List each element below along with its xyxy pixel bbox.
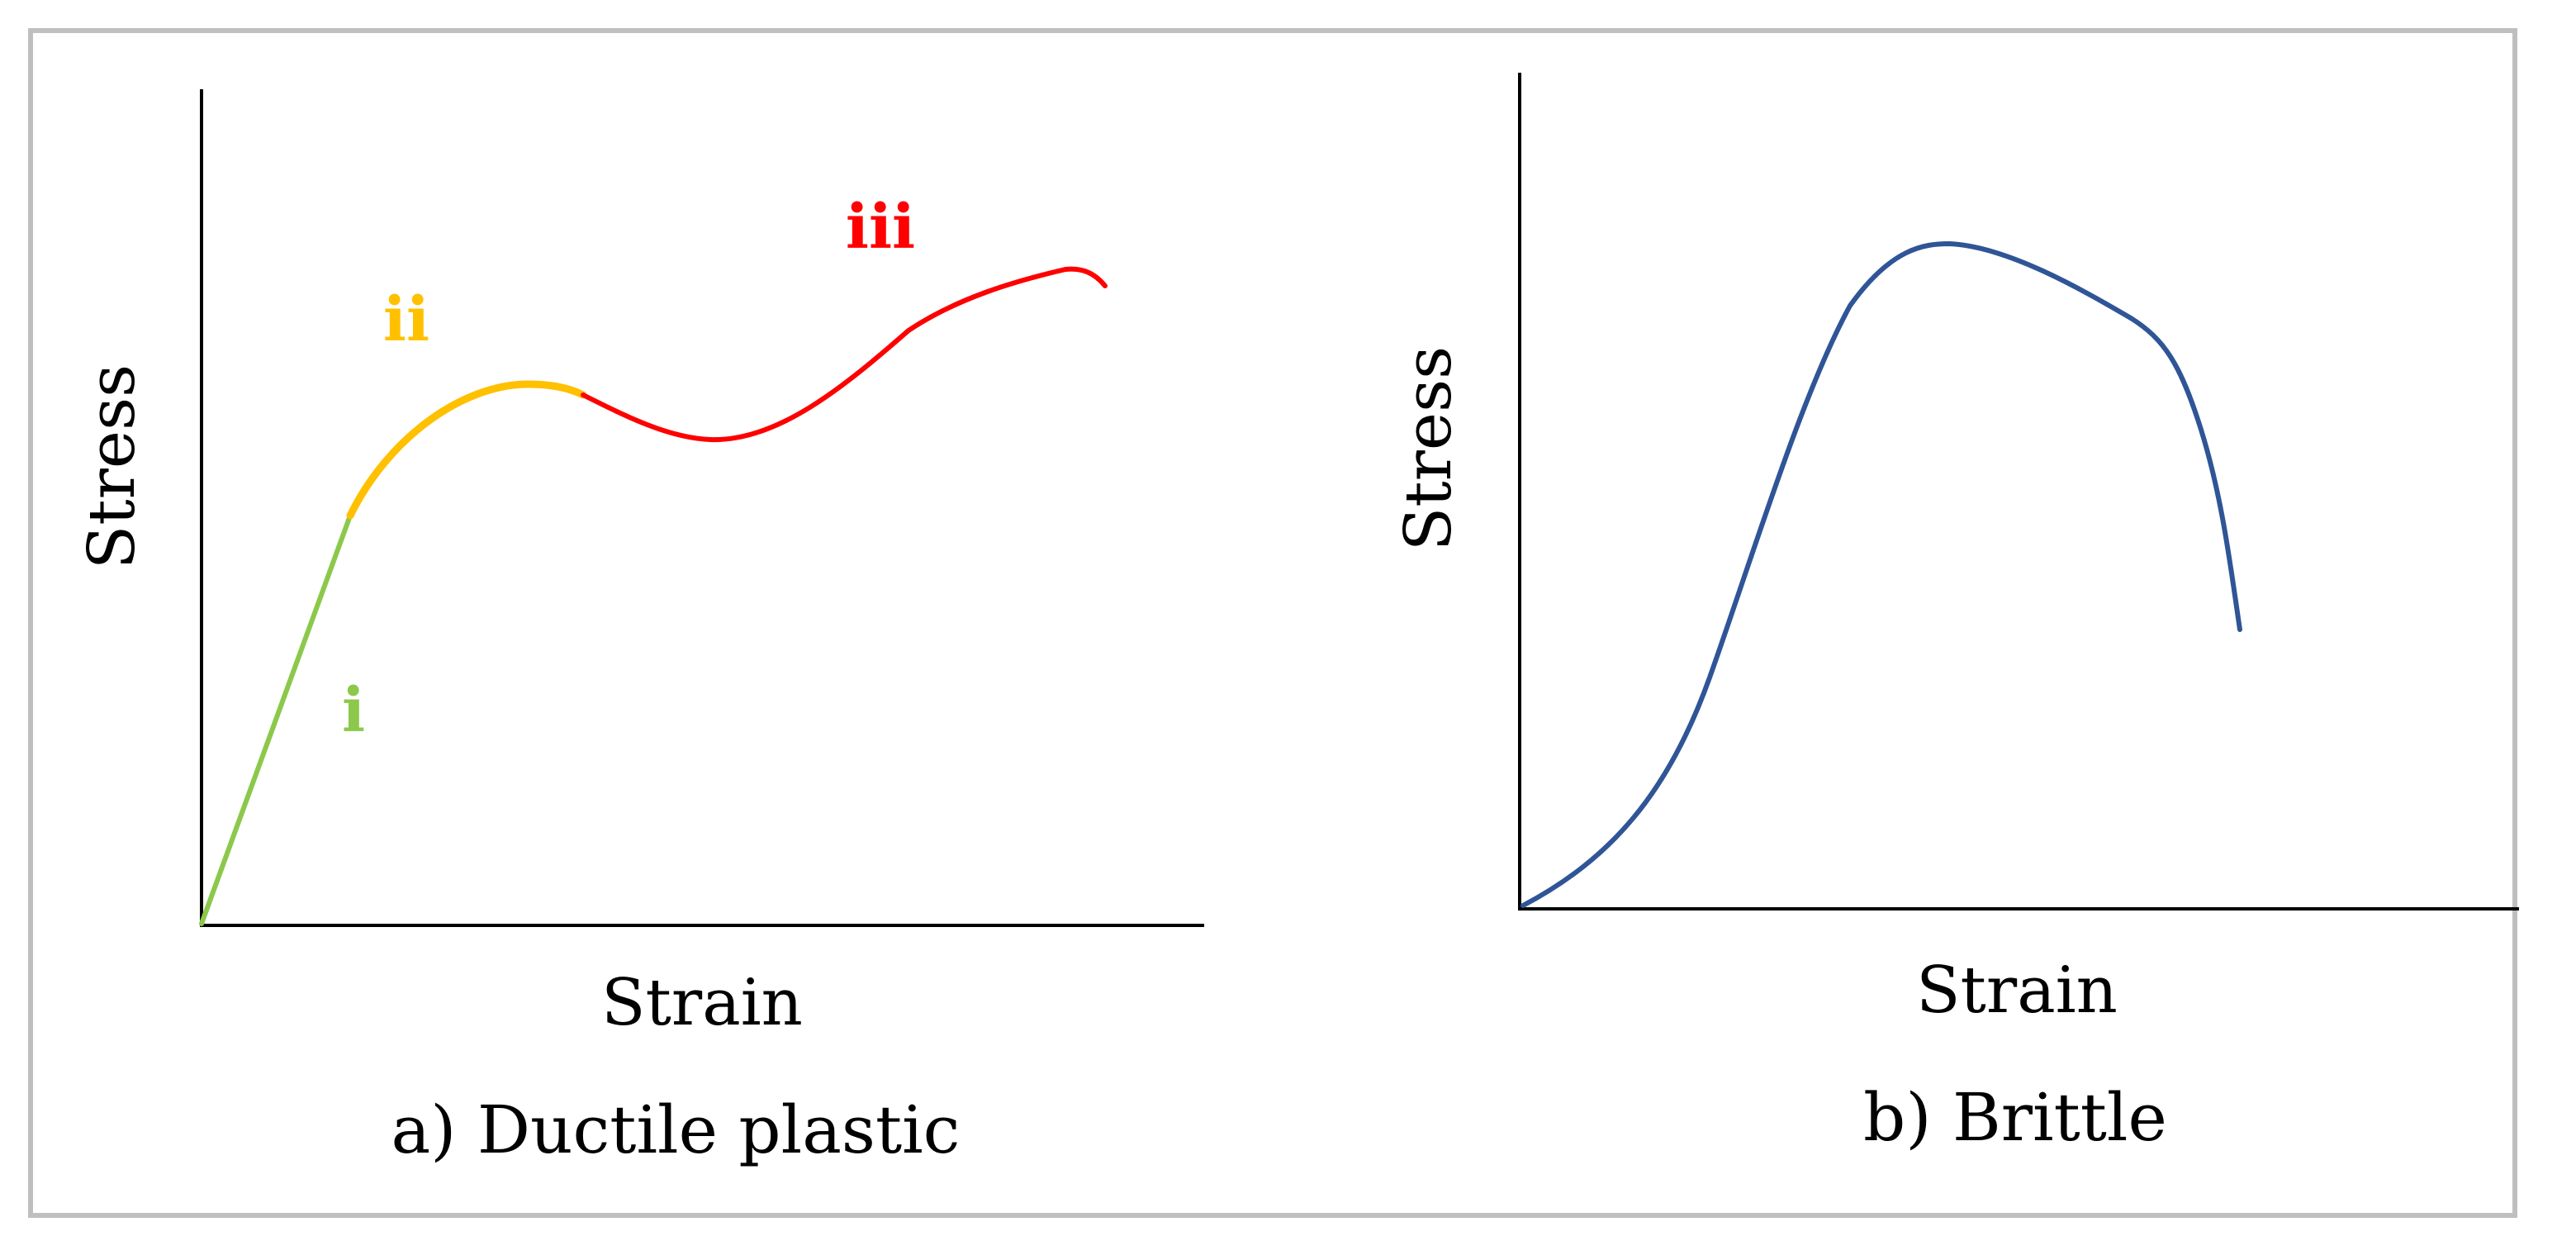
brittle-caption: b) Brittle	[1863, 1079, 2167, 1156]
ductile-label-ii: ii	[383, 284, 429, 355]
chart-brittle: Stress Strain b) Brittle	[1392, 73, 2519, 1156]
brittle-x-label: Strain	[1916, 953, 2118, 1028]
ductile-segment-iii	[581, 266, 1108, 443]
figure-frame	[28, 28, 2517, 1218]
brittle-curve	[1520, 240, 2242, 908]
brittle-y-label: Stress	[1392, 346, 1466, 551]
ductile-segment-ii	[346, 380, 587, 520]
ductile-y-label: Stress	[75, 364, 149, 569]
ductile-label-iii: iii	[846, 192, 915, 263]
ductile-caption: a) Ductile plastic	[391, 1091, 961, 1168]
ductile-label-i: i	[342, 675, 365, 746]
chart-ductile: i ii iii Stress Strain a) Ductile plasti…	[75, 89, 1204, 1168]
ductile-segment-i	[199, 513, 353, 926]
ductile-x-label: Strain	[601, 966, 803, 1040]
